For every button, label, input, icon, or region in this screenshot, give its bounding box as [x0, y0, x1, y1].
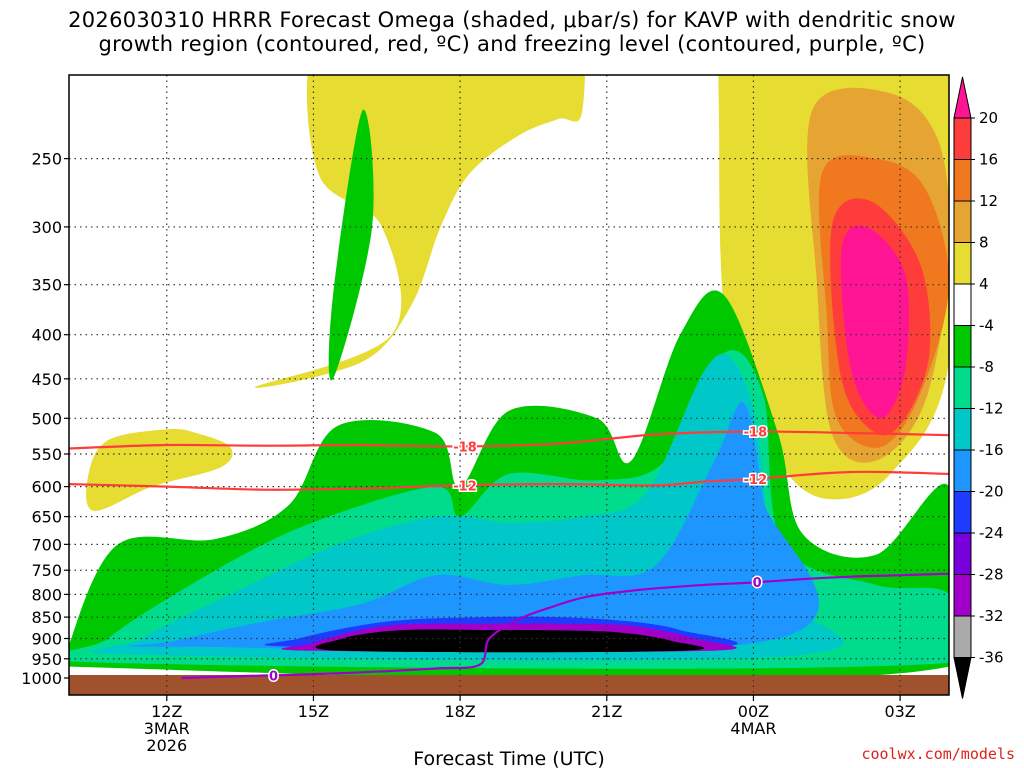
colorbar-swatch-0: [953, 76, 972, 119]
y-tick-label-750: 750: [31, 561, 62, 580]
colorbar-label--8: -8: [979, 358, 994, 376]
y-tick-label-950: 950: [31, 650, 62, 669]
colorbar-legend: 20 16 12 8 4 -4 -8 -12 -16 -20 -24 -28 -32 -36: [953, 76, 1004, 699]
colorbar-label--12: -12: [979, 400, 1004, 418]
contour-label-1-1: -12: [744, 473, 768, 488]
contour-line-0: [69, 430, 949, 450]
colorbar-swatch-4: [953, 242, 972, 285]
chart-title: 2026030310 HRRR Forecast Omega (shaded, …: [0, 8, 1024, 56]
omega-region-8: [328, 109, 374, 381]
omega-region-0: [254, 75, 585, 388]
x-tick-label-4MAR: 4MAR: [730, 719, 776, 738]
colorbar-label-12: 12: [979, 192, 998, 210]
x-axis-title: Forecast Time (UTC): [413, 748, 604, 768]
x-tick-label-3MAR: 3MAR: [144, 719, 190, 738]
y-axis: 250 300 350 400 450 500 550 600 650 700 750 800 850 9…: [21, 150, 69, 688]
y-tick-label-500: 500: [31, 409, 62, 428]
colorbar-swatch-12: [953, 574, 972, 617]
chart-title-line-2: growth region (contoured, red, ºC) and f…: [98, 32, 926, 56]
contour-lines: -18 -18 -12 -12 0 0: [69, 424, 949, 686]
y-tick-label-550: 550: [31, 445, 62, 464]
colorbar-swatch-11: [953, 532, 972, 575]
y-tick-label-400: 400: [31, 326, 62, 345]
contour-label-0-1: -18: [744, 426, 768, 441]
colorbar-label--24: -24: [979, 524, 1004, 542]
colorbar-label--32: -32: [979, 607, 1004, 625]
colorbar-label-4: 4: [979, 275, 989, 293]
colorbar-label--36: -36: [979, 649, 1004, 667]
chart-title-line-1: 2026030310 HRRR Forecast Omega (shaded, …: [68, 8, 956, 32]
x-tick-label-12Z: 12Z: [151, 702, 182, 721]
contour-label-2-1: 0: [753, 576, 762, 591]
x-tick-label-2026: 2026: [146, 736, 187, 755]
colorbar-label-8: 8: [979, 234, 989, 252]
omega-region-6: [840, 225, 910, 419]
contour-line-1: [69, 470, 949, 491]
colorbar-label-16: 16: [979, 151, 998, 169]
omega-region-1: [86, 429, 233, 511]
colorbar-label-20: 20: [979, 109, 998, 127]
colorbar-label--16: -16: [979, 441, 1004, 459]
y-tick-label-350: 350: [31, 276, 62, 295]
y-tick-label-300: 300: [31, 218, 62, 237]
colorbar-swatch-2: [953, 159, 972, 202]
plot-grid: [69, 75, 949, 695]
colorbar-swatch-8: [953, 408, 972, 451]
colorbar-swatch-14: [953, 657, 972, 699]
x-tick-label-03Z: 03Z: [884, 702, 915, 721]
y-tick-label-700: 700: [31, 535, 62, 554]
colorbar-label--4: -4: [979, 317, 994, 335]
y-tick-label-850: 850: [31, 608, 62, 627]
y-tick-label-1000: 1000: [21, 669, 62, 688]
y-tick-label-250: 250: [31, 150, 62, 169]
x-tick-label-18Z: 18Z: [444, 702, 475, 721]
colorbar-label--20: -20: [979, 483, 1004, 501]
colorbar-swatch-1: [953, 117, 972, 160]
ground-surface: [69, 675, 949, 695]
contour-line-2: [181, 572, 949, 680]
y-tick-label-650: 650: [31, 508, 62, 527]
colorbar-swatch-13: [953, 615, 972, 658]
plot-frame: [68, 74, 950, 696]
y-tick-label-600: 600: [31, 478, 62, 497]
y-tick-label-450: 450: [31, 370, 62, 389]
y-tick-label-900: 900: [31, 630, 62, 649]
colorbar-swatch-3: [953, 200, 972, 243]
omega-shading: [69, 75, 949, 681]
contour-label-1-0: -12: [453, 479, 477, 494]
x-tick-label-15Z: 15Z: [298, 702, 329, 721]
colorbar-label--28: -28: [979, 566, 1004, 584]
colorbar-swatch-5: [953, 283, 972, 326]
contour-label-0-0: -18: [453, 440, 477, 455]
colorbar-swatch-10: [953, 491, 972, 534]
y-tick-label-800: 800: [31, 585, 62, 604]
colorbar-swatch-9: [953, 449, 972, 492]
colorbar-swatch-7: [953, 366, 972, 409]
omega-region-14: [315, 629, 705, 653]
colorbar-swatch-6: [953, 325, 972, 368]
contour-label-2-0: 0: [269, 669, 278, 684]
credit-text: coolwx.com/models: [861, 745, 1015, 763]
x-tick-label-00Z: 00Z: [738, 702, 769, 721]
x-tick-label-21Z: 21Z: [591, 702, 622, 721]
